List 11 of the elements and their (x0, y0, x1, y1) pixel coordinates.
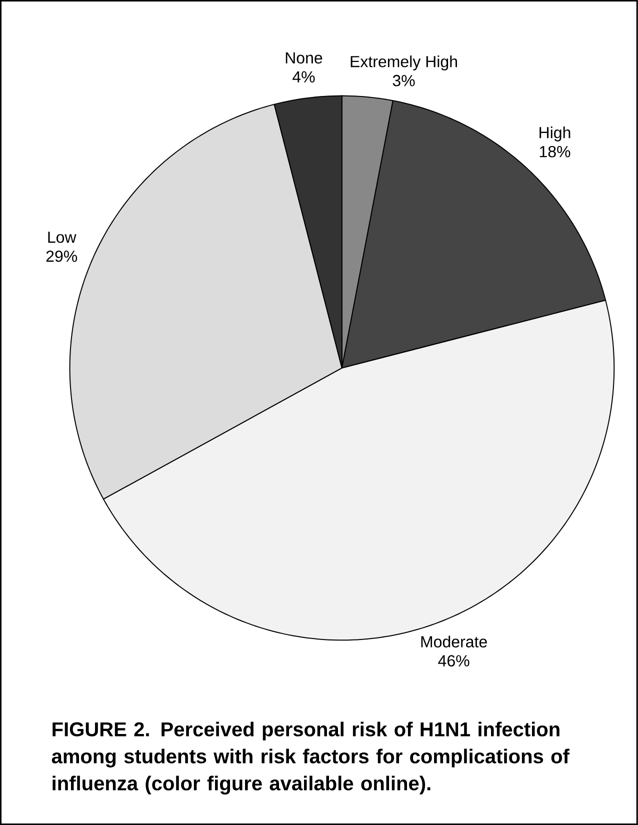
slice-label: High (540, 126, 570, 142)
slice-label: None (286, 52, 322, 64)
caption: FIGURE 2. Perceived personal risk of H1N1 infection among students with risk factors for complications of influenza (color figure available online). (52, 722, 570, 794)
slice-label: Moderate (421, 636, 487, 648)
data-label: 29% (46, 250, 78, 262)
data-label: 3% (392, 74, 415, 86)
data-label: 18% (540, 146, 570, 158)
slice-label: Extremely High (350, 56, 458, 70)
slice-label: Low (48, 232, 76, 243)
data-label: 46% (438, 655, 470, 666)
data-label: 4% (292, 71, 315, 83)
